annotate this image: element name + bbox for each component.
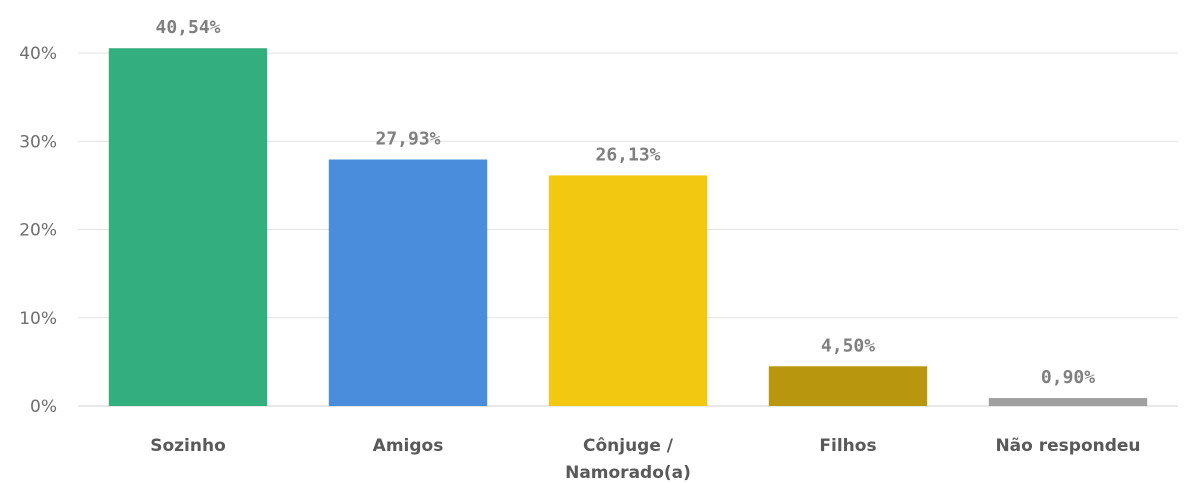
y-tick-label: 10% [19,309,57,329]
category-label: Não respondeu [995,436,1140,456]
bar-5 [988,398,1148,406]
y-tick-label: 0% [30,397,57,417]
y-tick-label: 30% [19,132,57,152]
data-label: 40,54% [155,17,220,38]
y-axis-tick-labels: 0% 10% 20% 30% 40% [19,44,57,417]
data-label: 27,93% [375,129,440,150]
bar-2 [328,159,488,406]
bar-3 [548,175,708,406]
bars [108,48,1148,407]
category-label: Sozinho [150,436,226,456]
y-tick-label: 40% [19,44,57,64]
bar-4 [768,366,928,406]
category-label: Cônjuge / Namorado(a) [565,436,691,483]
data-labels: 40,54% 27,93% 26,13% 4,50% 0,90% [155,17,1095,388]
category-label: Amigos [373,436,444,456]
data-label: 0,90% [1041,367,1095,388]
data-label: 26,13% [595,144,660,165]
category-label: Filhos [819,436,876,456]
bar-1 [108,48,268,407]
x-axis-category-labels: Sozinho Amigos Cônjuge / Namorado(a) Filhos N… [150,436,1140,483]
y-tick-label: 20% [19,221,57,241]
data-label: 4,50% [821,335,875,356]
